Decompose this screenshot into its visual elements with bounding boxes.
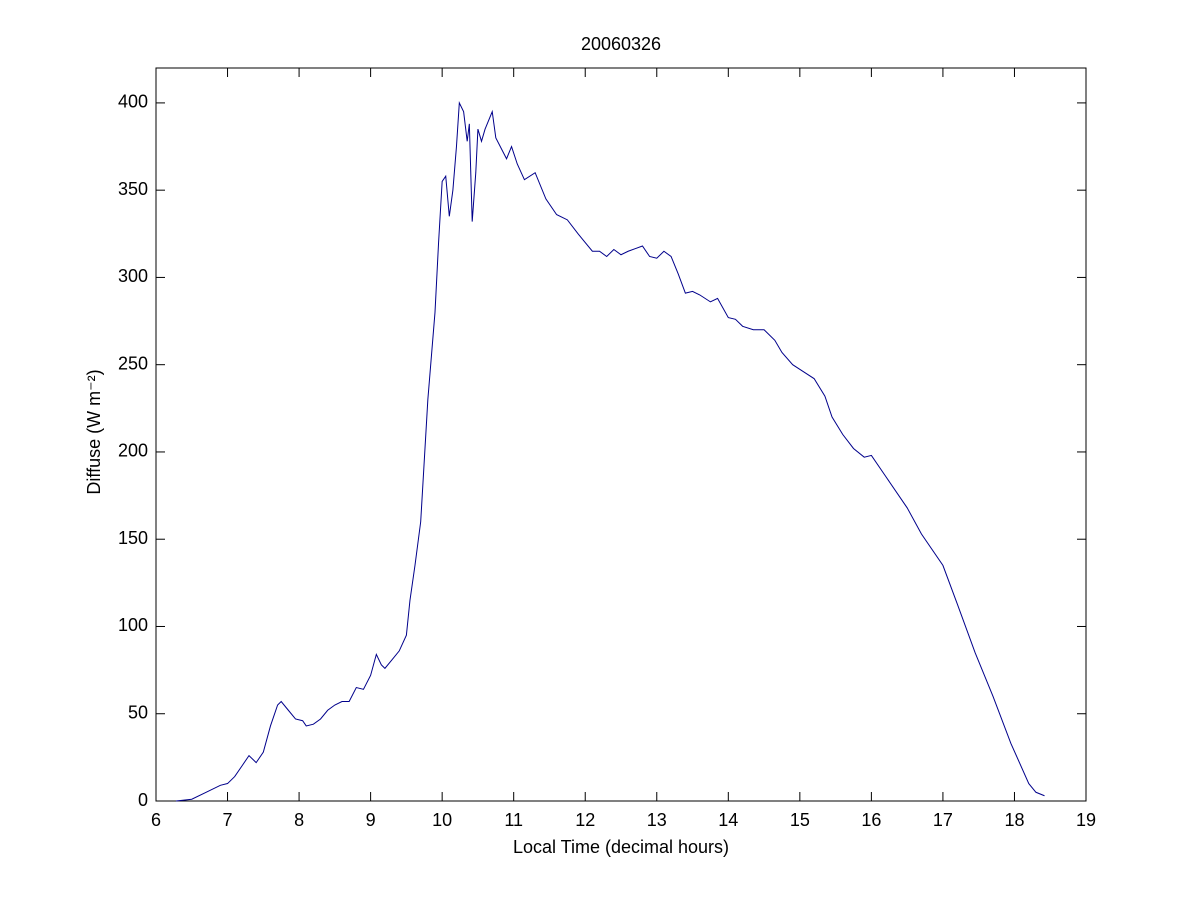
data-line xyxy=(175,101,1045,802)
y-tick-label: 350 xyxy=(118,179,148,199)
x-tick-label: 19 xyxy=(1076,810,1096,830)
y-tick-label: 400 xyxy=(118,92,148,112)
y-tick-label: 300 xyxy=(118,266,148,286)
x-tick-label: 11 xyxy=(504,810,523,830)
x-tick-label: 13 xyxy=(647,810,667,830)
y-tick-label: 100 xyxy=(118,615,148,635)
x-tick-label: 14 xyxy=(718,810,738,830)
y-axis-label: Diffuse (W m⁻²) xyxy=(84,369,104,494)
x-axis-label: Local Time (decimal hours) xyxy=(513,837,729,857)
x-tick-label: 15 xyxy=(790,810,810,830)
x-tick-label: 10 xyxy=(432,810,452,830)
x-tick-label: 8 xyxy=(294,810,304,830)
y-tick-label: 0 xyxy=(138,790,148,810)
y-tick-label: 200 xyxy=(118,441,148,461)
x-tick-label: 18 xyxy=(1004,810,1024,830)
x-tick-label: 16 xyxy=(861,810,881,830)
x-tick-label: 9 xyxy=(366,810,376,830)
axes-box xyxy=(155,67,1087,802)
x-tick-label: 6 xyxy=(151,810,161,830)
x-tick-label: 7 xyxy=(223,810,233,830)
x-tick-label: 12 xyxy=(575,810,595,830)
y-tick-label: 150 xyxy=(118,528,148,548)
chart-title: 20060326 xyxy=(581,34,661,54)
y-tick-label: 50 xyxy=(128,702,148,722)
x-tick-label: 17 xyxy=(933,810,953,830)
y-tick-label: 250 xyxy=(118,353,148,373)
